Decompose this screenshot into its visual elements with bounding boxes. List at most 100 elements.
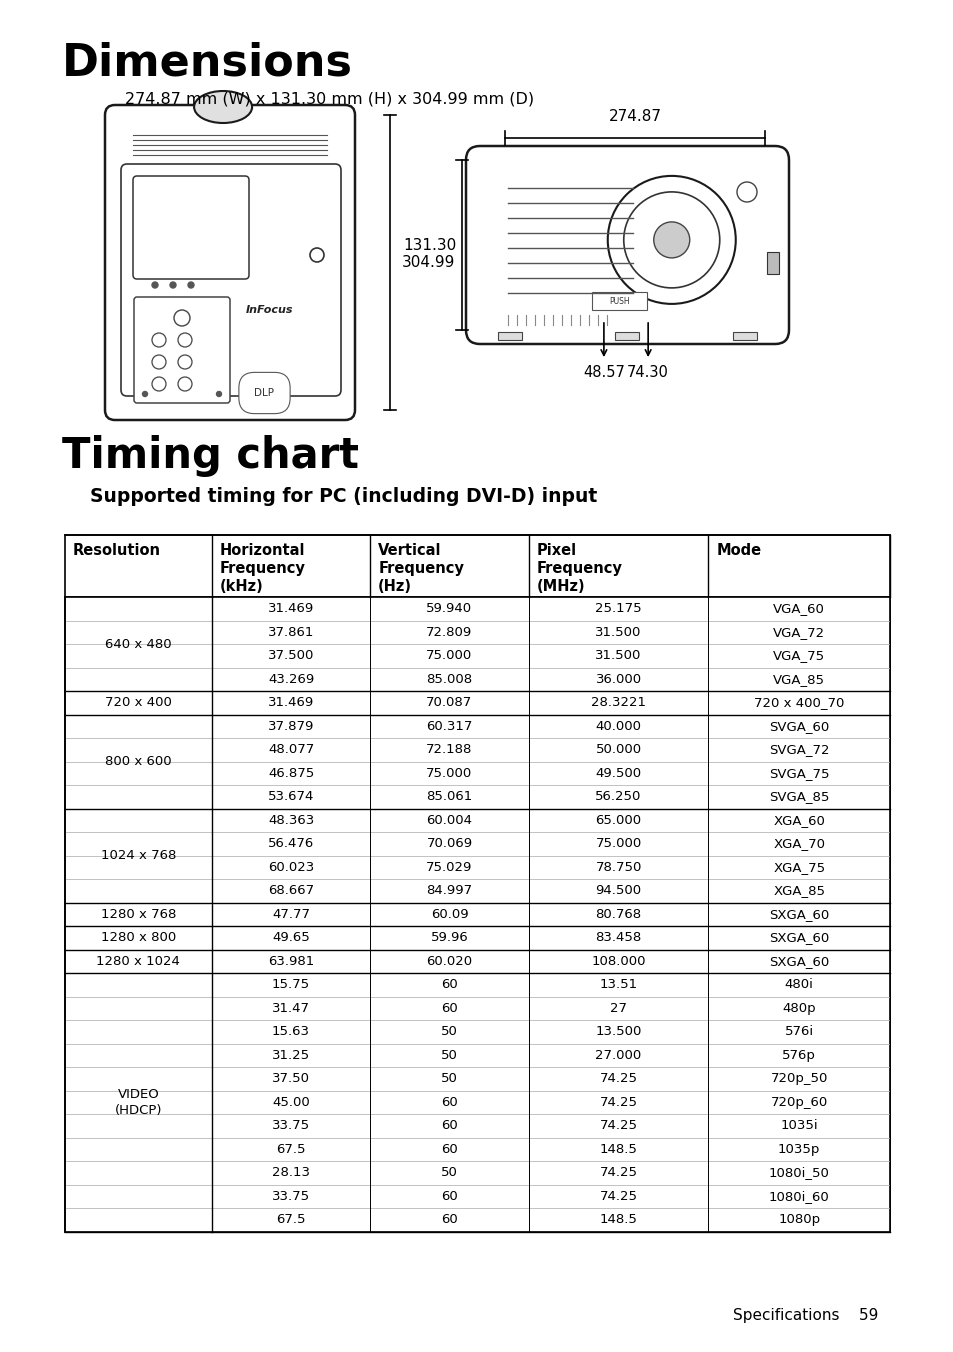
Text: XGA_85: XGA_85 — [773, 884, 824, 898]
Text: 1024 x 768: 1024 x 768 — [101, 849, 176, 863]
Text: 74.25: 74.25 — [598, 1119, 637, 1132]
Text: DLP: DLP — [254, 388, 274, 397]
Circle shape — [623, 192, 719, 288]
Text: 131.30: 131.30 — [403, 238, 456, 253]
Text: 43.269: 43.269 — [268, 673, 314, 685]
Text: VGA_72: VGA_72 — [772, 626, 824, 638]
Text: 72.809: 72.809 — [426, 626, 472, 638]
Text: 75.000: 75.000 — [426, 767, 472, 780]
Text: 60: 60 — [440, 1119, 457, 1132]
Text: 60: 60 — [440, 1190, 457, 1203]
Text: 94.500: 94.500 — [595, 884, 641, 898]
Text: 70.069: 70.069 — [426, 837, 472, 850]
Text: 1280 x 768: 1280 x 768 — [101, 907, 176, 921]
Bar — [65, 598, 889, 1232]
Bar — [766, 251, 779, 273]
Text: 60.004: 60.004 — [426, 814, 472, 827]
Text: 640 x 480: 640 x 480 — [105, 638, 172, 650]
Text: 480i: 480i — [784, 979, 813, 991]
Text: Timing chart: Timing chart — [62, 435, 358, 477]
Text: 1280 x 1024: 1280 x 1024 — [96, 955, 180, 968]
Circle shape — [152, 377, 166, 391]
Text: 13.51: 13.51 — [598, 979, 637, 991]
FancyBboxPatch shape — [121, 164, 340, 396]
Text: 83.458: 83.458 — [595, 932, 641, 944]
Text: Resolution: Resolution — [73, 544, 161, 558]
Text: 1035p: 1035p — [778, 1142, 820, 1156]
Text: 56.476: 56.476 — [268, 837, 314, 850]
Text: 70.087: 70.087 — [426, 696, 472, 710]
Circle shape — [173, 310, 190, 326]
Text: 31.25: 31.25 — [272, 1049, 310, 1061]
Text: 48.57: 48.57 — [582, 365, 624, 380]
Text: 15.75: 15.75 — [272, 979, 310, 991]
Text: 48.363: 48.363 — [268, 814, 314, 827]
Text: 85.008: 85.008 — [426, 673, 472, 685]
Text: 576i: 576i — [784, 1025, 813, 1038]
Text: 75.000: 75.000 — [595, 837, 641, 850]
Circle shape — [170, 283, 175, 288]
Text: 720 x 400_70: 720 x 400_70 — [753, 696, 843, 710]
Text: 59.96: 59.96 — [430, 932, 468, 944]
Text: 60: 60 — [440, 1213, 457, 1226]
Text: XGA_70: XGA_70 — [773, 837, 824, 850]
Text: 148.5: 148.5 — [599, 1142, 637, 1156]
Text: SXGA_60: SXGA_60 — [768, 932, 828, 944]
Text: 49.500: 49.500 — [595, 767, 641, 780]
Text: 720p_50: 720p_50 — [770, 1072, 827, 1086]
Text: 47.77: 47.77 — [272, 907, 310, 921]
Text: 67.5: 67.5 — [276, 1213, 306, 1226]
Text: 27.000: 27.000 — [595, 1049, 641, 1061]
Text: 50.000: 50.000 — [595, 744, 641, 756]
Text: 60.317: 60.317 — [426, 719, 472, 733]
Text: Pixel
Frequency
(MHz): Pixel Frequency (MHz) — [537, 544, 622, 594]
FancyBboxPatch shape — [133, 297, 230, 403]
Circle shape — [737, 183, 757, 201]
Text: 49.65: 49.65 — [272, 932, 310, 944]
Bar — [615, 333, 639, 339]
Text: 37.861: 37.861 — [268, 626, 314, 638]
Text: 28.3221: 28.3221 — [591, 696, 645, 710]
Text: VGA_60: VGA_60 — [773, 602, 824, 615]
FancyBboxPatch shape — [132, 176, 249, 279]
Text: 720 x 400: 720 x 400 — [105, 696, 172, 710]
Text: 31.469: 31.469 — [268, 696, 314, 710]
Text: 31.500: 31.500 — [595, 626, 641, 638]
Circle shape — [310, 247, 324, 262]
Text: 1080i_60: 1080i_60 — [768, 1190, 829, 1203]
FancyBboxPatch shape — [105, 105, 355, 420]
Text: 108.000: 108.000 — [591, 955, 645, 968]
Text: 85.061: 85.061 — [426, 791, 472, 803]
Text: 480p: 480p — [781, 1002, 815, 1015]
Text: 60: 60 — [440, 1142, 457, 1156]
Text: 148.5: 148.5 — [599, 1213, 637, 1226]
Text: 37.50: 37.50 — [272, 1072, 310, 1086]
Text: 74.30: 74.30 — [626, 365, 668, 380]
Text: Supported timing for PC (including DVI-D) input: Supported timing for PC (including DVI-D… — [90, 487, 597, 506]
Text: 59.940: 59.940 — [426, 602, 472, 615]
Text: 1035i: 1035i — [780, 1119, 818, 1132]
Text: PUSH: PUSH — [609, 296, 629, 306]
Text: InFocus: InFocus — [245, 306, 293, 315]
Text: Vertical
Frequency
(Hz): Vertical Frequency (Hz) — [377, 544, 464, 594]
Text: 15.63: 15.63 — [272, 1025, 310, 1038]
Text: 31.500: 31.500 — [595, 649, 641, 662]
Text: Horizontal
Frequency
(kHz): Horizontal Frequency (kHz) — [219, 544, 305, 594]
Text: VIDEO
(HDCP): VIDEO (HDCP) — [114, 1088, 162, 1117]
Circle shape — [152, 333, 166, 347]
Bar — [65, 535, 889, 598]
Circle shape — [152, 283, 158, 288]
Text: SVGA_85: SVGA_85 — [768, 791, 828, 803]
Bar — [592, 292, 646, 310]
Circle shape — [607, 176, 735, 304]
Text: 80.768: 80.768 — [595, 907, 641, 921]
Circle shape — [152, 356, 166, 369]
Text: 75.000: 75.000 — [426, 649, 472, 662]
Circle shape — [653, 222, 689, 258]
Text: 75.029: 75.029 — [426, 861, 472, 873]
Text: 72.188: 72.188 — [426, 744, 472, 756]
Text: 274.87: 274.87 — [608, 110, 660, 124]
FancyBboxPatch shape — [465, 146, 788, 343]
Text: 45.00: 45.00 — [272, 1095, 310, 1109]
Text: 33.75: 33.75 — [272, 1119, 310, 1132]
